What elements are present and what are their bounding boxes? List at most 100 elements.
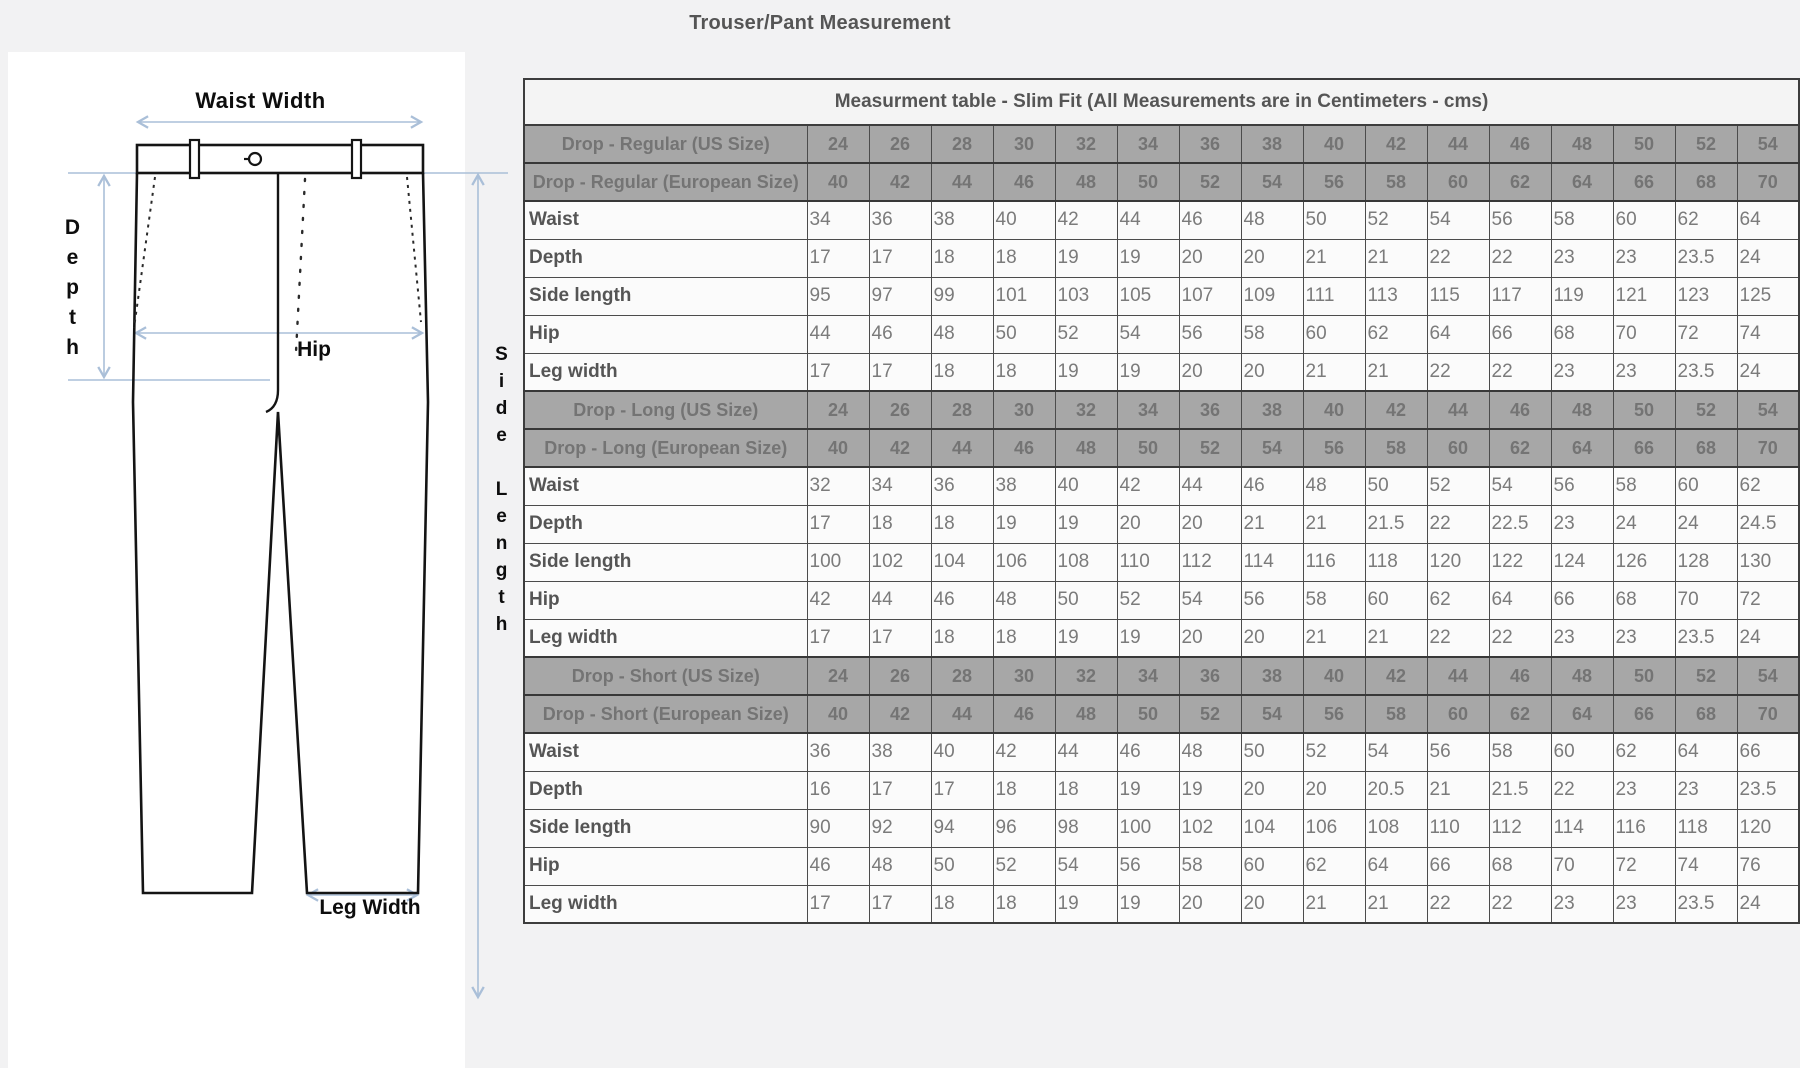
value-cell: 23 bbox=[1550, 884, 1614, 924]
value-cell: 54 bbox=[1054, 846, 1118, 886]
value-cell: 20.5 bbox=[1364, 770, 1428, 810]
size-cell: 36 bbox=[1178, 124, 1242, 164]
value-cell: 23 bbox=[1612, 770, 1676, 810]
value-cell: 34 bbox=[806, 200, 870, 240]
value-cell: 56 bbox=[1488, 200, 1552, 240]
size-cell: 52 bbox=[1674, 390, 1738, 430]
value-cell: 48 bbox=[1178, 732, 1242, 772]
size-cell: 64 bbox=[1550, 162, 1614, 202]
measure-label-cell: Leg width bbox=[523, 352, 808, 392]
size-cell: 28 bbox=[930, 656, 994, 696]
value-cell: 22 bbox=[1550, 770, 1614, 810]
size-cell: 38 bbox=[1240, 124, 1304, 164]
value-cell: 19 bbox=[1116, 618, 1180, 658]
value-cell: 21 bbox=[1302, 352, 1366, 392]
measure-label-cell: Leg width bbox=[523, 884, 808, 924]
value-cell: 114 bbox=[1550, 808, 1614, 848]
value-cell: 36 bbox=[868, 200, 932, 240]
measure-row: Depth 17 18 18 19 19 20 20 21 21 21.5 22 22.5 23 24 24 2… bbox=[523, 504, 1800, 544]
value-cell: 72 bbox=[1612, 846, 1676, 886]
value-cell: 44 bbox=[1178, 466, 1242, 506]
size-cell: 48 bbox=[1550, 124, 1614, 164]
size-cell: 34 bbox=[1116, 656, 1180, 696]
size-cell: 32 bbox=[1054, 656, 1118, 696]
value-cell: 20 bbox=[1178, 238, 1242, 278]
size-cell: 36 bbox=[1178, 390, 1242, 430]
value-cell: 56 bbox=[1240, 580, 1304, 620]
value-cell: 54 bbox=[1488, 466, 1552, 506]
size-cell: 30 bbox=[992, 390, 1056, 430]
value-cell: 121 bbox=[1612, 276, 1676, 316]
value-cell: 62 bbox=[1736, 466, 1800, 506]
value-cell: 130 bbox=[1736, 542, 1800, 582]
value-cell: 50 bbox=[1240, 732, 1304, 772]
value-cell: 95 bbox=[806, 276, 870, 316]
value-cell: 58 bbox=[1612, 466, 1676, 506]
value-cell: 18 bbox=[930, 352, 994, 392]
value-cell: 22 bbox=[1426, 352, 1490, 392]
measure-row: Depth 16 17 17 18 18 19 19 20 20 20.5 21 21.5 22 23 23 2… bbox=[523, 770, 1800, 810]
value-cell: 50 bbox=[1364, 466, 1428, 506]
measure-row: Leg width 17 17 18 18 19 19 20 20 21 21 22 22 23 23 23.… bbox=[523, 352, 1800, 392]
value-cell: 60 bbox=[1674, 466, 1738, 506]
value-cell: 24 bbox=[1736, 884, 1800, 924]
value-cell: 17 bbox=[806, 884, 870, 924]
value-cell: 23.5 bbox=[1674, 884, 1738, 924]
value-cell: 66 bbox=[1426, 846, 1490, 886]
size-cell: 68 bbox=[1674, 694, 1738, 734]
value-cell: 17 bbox=[868, 770, 932, 810]
leg-width-label: Leg Width bbox=[319, 896, 421, 919]
value-cell: 21 bbox=[1364, 352, 1428, 392]
value-cell: 52 bbox=[992, 846, 1056, 886]
measurement-table-body: Drop - Regular (US Size) 24 26 28 30 32 34 36 38… bbox=[523, 124, 1800, 924]
size-row-us: Drop - Long (US Size) 24 26 28 30 32 34 36 38 40 4… bbox=[523, 390, 1800, 430]
value-cell: 20 bbox=[1178, 352, 1242, 392]
size-cell: 58 bbox=[1364, 428, 1428, 468]
size-cell: 68 bbox=[1674, 162, 1738, 202]
value-cell: 62 bbox=[1364, 314, 1428, 354]
value-cell: 66 bbox=[1488, 314, 1552, 354]
value-cell: 101 bbox=[992, 276, 1056, 316]
size-cell: 48 bbox=[1550, 656, 1614, 696]
size-cell: 28 bbox=[930, 390, 994, 430]
content: Waist Width Depth Hip Side Length Leg Wi… bbox=[0, 52, 1800, 1068]
size-cell: 56 bbox=[1302, 694, 1366, 734]
value-cell: 62 bbox=[1612, 732, 1676, 772]
value-cell: 22 bbox=[1426, 504, 1490, 544]
measure-label-cell: Depth bbox=[523, 770, 808, 810]
size-cell: 60 bbox=[1426, 162, 1490, 202]
value-cell: 44 bbox=[868, 580, 932, 620]
value-cell: 16 bbox=[806, 770, 870, 810]
trouser-legs-outline bbox=[131, 172, 430, 895]
measure-row: Waist 34 36 38 40 42 44 46 48 50 52 54 56 58 60 62 64 bbox=[523, 200, 1800, 240]
value-cell: 48 bbox=[868, 846, 932, 886]
value-cell: 125 bbox=[1736, 276, 1800, 316]
value-cell: 62 bbox=[1426, 580, 1490, 620]
size-cell: 40 bbox=[1302, 656, 1366, 696]
value-cell: 103 bbox=[1054, 276, 1118, 316]
value-cell: 23.5 bbox=[1674, 618, 1738, 658]
value-cell: 21 bbox=[1426, 770, 1490, 810]
size-cell: 54 bbox=[1240, 162, 1304, 202]
value-cell: 119 bbox=[1550, 276, 1614, 316]
measure-label-cell: Waist bbox=[523, 466, 808, 506]
value-cell: 52 bbox=[1054, 314, 1118, 354]
value-cell: 120 bbox=[1736, 808, 1800, 848]
value-cell: 42 bbox=[1116, 466, 1180, 506]
size-cell: 44 bbox=[930, 428, 994, 468]
size-cell: 64 bbox=[1550, 694, 1614, 734]
value-cell: 56 bbox=[1426, 732, 1490, 772]
value-cell: 102 bbox=[1178, 808, 1242, 848]
crease-dotted-line bbox=[294, 177, 307, 354]
value-cell: 44 bbox=[806, 314, 870, 354]
size-cell: 70 bbox=[1736, 694, 1800, 734]
value-cell: 104 bbox=[930, 542, 994, 582]
value-cell: 20 bbox=[1178, 504, 1242, 544]
value-cell: 106 bbox=[992, 542, 1056, 582]
size-cell: 50 bbox=[1116, 428, 1180, 468]
measure-row: Leg width 17 17 18 18 19 19 20 20 21 21 22 22 23 23 23.… bbox=[523, 884, 1800, 924]
value-cell: 96 bbox=[992, 808, 1056, 848]
value-cell: 118 bbox=[1364, 542, 1428, 582]
value-cell: 46 bbox=[1178, 200, 1242, 240]
size-cell: 48 bbox=[1054, 162, 1118, 202]
